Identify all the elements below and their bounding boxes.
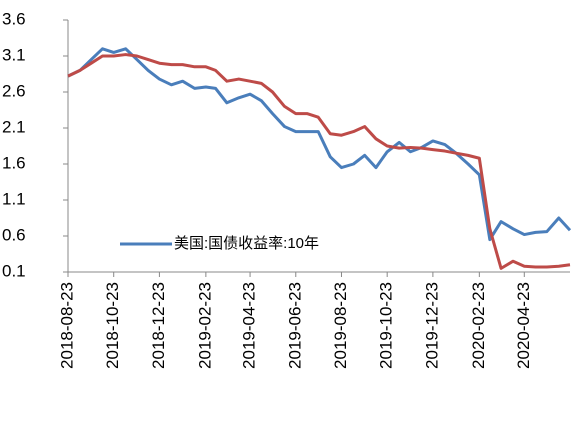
- x-tick-label: 2018-08-23: [57, 282, 76, 369]
- x-tick-label: 2020-04-23: [514, 282, 533, 369]
- x-tick-label: 2020-02-23: [469, 282, 488, 369]
- y-tick-label: 0.1: [2, 261, 26, 280]
- x-tick-label: 2019-10-23: [377, 282, 396, 369]
- x-tick-label: 2019-06-23: [285, 282, 304, 369]
- y-tick-label: 1.1: [2, 189, 26, 208]
- x-tick-label: 2018-12-23: [149, 282, 168, 369]
- x-tick-label: 2019-12-23: [422, 282, 441, 369]
- series-line: [67, 53, 571, 270]
- y-tick-label: 3.6: [2, 9, 26, 28]
- y-tick-label: 3.1: [2, 45, 26, 64]
- legend-text: 美国:国债收益率:10年: [174, 235, 319, 252]
- y-tick-label: 0.6: [2, 225, 26, 244]
- y-tick-label: 2.6: [2, 81, 26, 100]
- x-tick-label: 2019-02-23: [195, 282, 214, 369]
- x-tick-label: 2018-10-23: [103, 282, 122, 369]
- y-tick-label: 1.6: [2, 153, 26, 172]
- series-line: [67, 47, 572, 242]
- x-tick-label: 2019-04-23: [240, 282, 259, 369]
- x-tick-label: 2019-08-23: [331, 282, 350, 369]
- y-tick-label: 2.1: [2, 117, 26, 136]
